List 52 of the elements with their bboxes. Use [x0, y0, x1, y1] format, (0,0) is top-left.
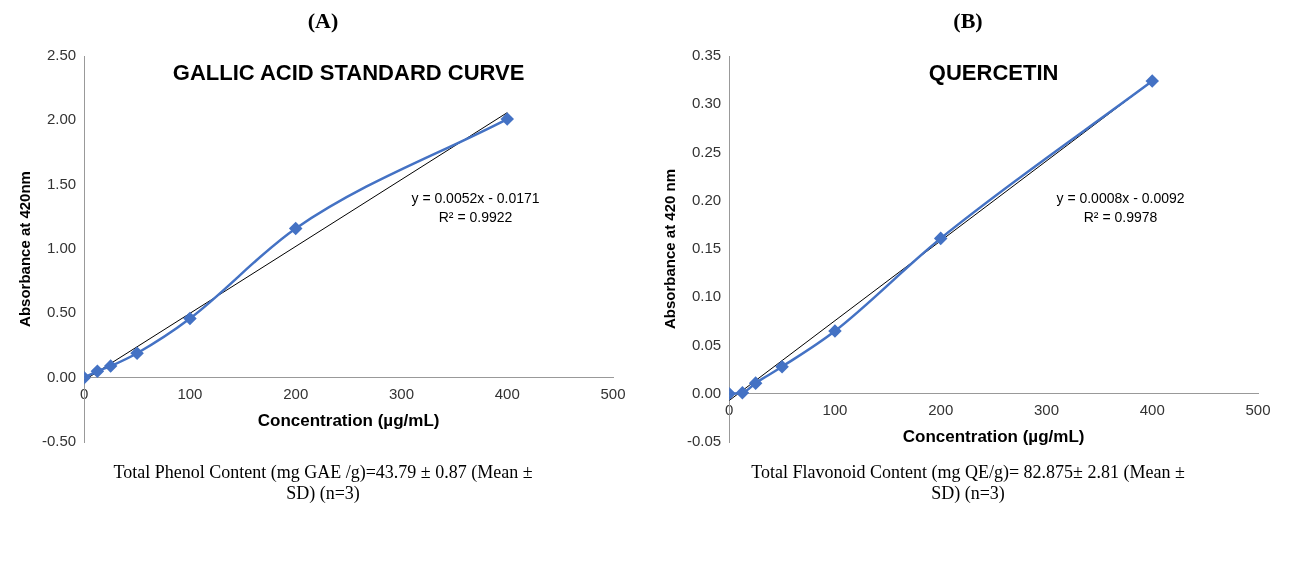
y-tick-label: 1.50 — [46, 174, 77, 192]
chart-subtitle: GALLIC ACID STANDARD CURVE — [172, 60, 525, 85]
y-tick-label: 1.00 — [46, 239, 77, 257]
x-tick-label: 500 — [1245, 400, 1271, 418]
text: Total Phenol Content (mg GAE /g)=43.79 ± 0.87 (Mean ± SD) (n=3) — [112, 462, 534, 504]
y-tick-label: 0.10 — [691, 287, 722, 305]
x-tick-label: 200 — [928, 400, 954, 418]
y-tick-label: -0.50 — [41, 432, 77, 450]
annotation: R² = 0.9978 — [1083, 208, 1158, 225]
x-tick-label: 300 — [388, 384, 414, 402]
point — [749, 376, 762, 390]
annotation: y = 0.0052x - 0.0171 — [411, 189, 540, 206]
point — [775, 360, 789, 373]
x-tick-label: 500 — [600, 384, 626, 402]
chart-title: (B) — [953, 8, 983, 35]
point — [104, 359, 117, 373]
x-tick-label: 100 — [822, 400, 848, 418]
annotation: y = 0.0008x - 0.0092 — [1056, 189, 1185, 206]
x-tick-label: 400 — [494, 384, 520, 402]
x-axis-title: Concentration (µg/mL) — [902, 426, 1085, 446]
x-tick-label: 400 — [1139, 400, 1165, 418]
point — [91, 364, 104, 378]
x-tick-label: 300 — [1033, 400, 1059, 418]
y-tick-label: -0.05 — [686, 432, 722, 450]
y-tick-label: 0.25 — [691, 142, 722, 160]
y-tick-label: 0.50 — [46, 303, 77, 321]
y-tick-label: 0.00 — [691, 383, 722, 401]
y-axis-title: Absorbance at 420nm — [16, 171, 34, 327]
y-tick-label: 0.15 — [691, 239, 722, 257]
y-tick-label: 0.00 — [46, 367, 77, 385]
y-axis-title: Absorbance at 420 nm — [661, 168, 679, 330]
x-axis-title: Concentration (µg/mL) — [257, 410, 440, 430]
y-tick-label: 2.00 — [46, 110, 77, 128]
point — [183, 312, 197, 325]
y-tick-label: 2.50 — [46, 46, 77, 64]
point — [1145, 74, 1159, 88]
y-tick-label: 0.05 — [691, 335, 722, 353]
y-tick-label: 0.20 — [691, 190, 722, 208]
text: Total Flavonoid Content (mg QE/g)= 82.875± 2.81 (Mean ± SD) (n=3) — [750, 462, 1186, 504]
point — [736, 386, 749, 400]
point — [289, 222, 302, 235]
annotation: R² = 0.9922 — [438, 208, 513, 225]
y-tick-label: 0.30 — [691, 94, 722, 112]
point — [934, 232, 947, 245]
y-tick-label: 0.35 — [691, 46, 722, 64]
point — [130, 346, 144, 360]
x-tick-label: 200 — [283, 384, 309, 402]
point — [500, 112, 514, 126]
x-tick-label: 100 — [177, 384, 203, 402]
chart-title: (A) — [307, 8, 339, 35]
point — [828, 324, 842, 338]
chart-subtitle: QUERCETIN — [928, 60, 1059, 85]
